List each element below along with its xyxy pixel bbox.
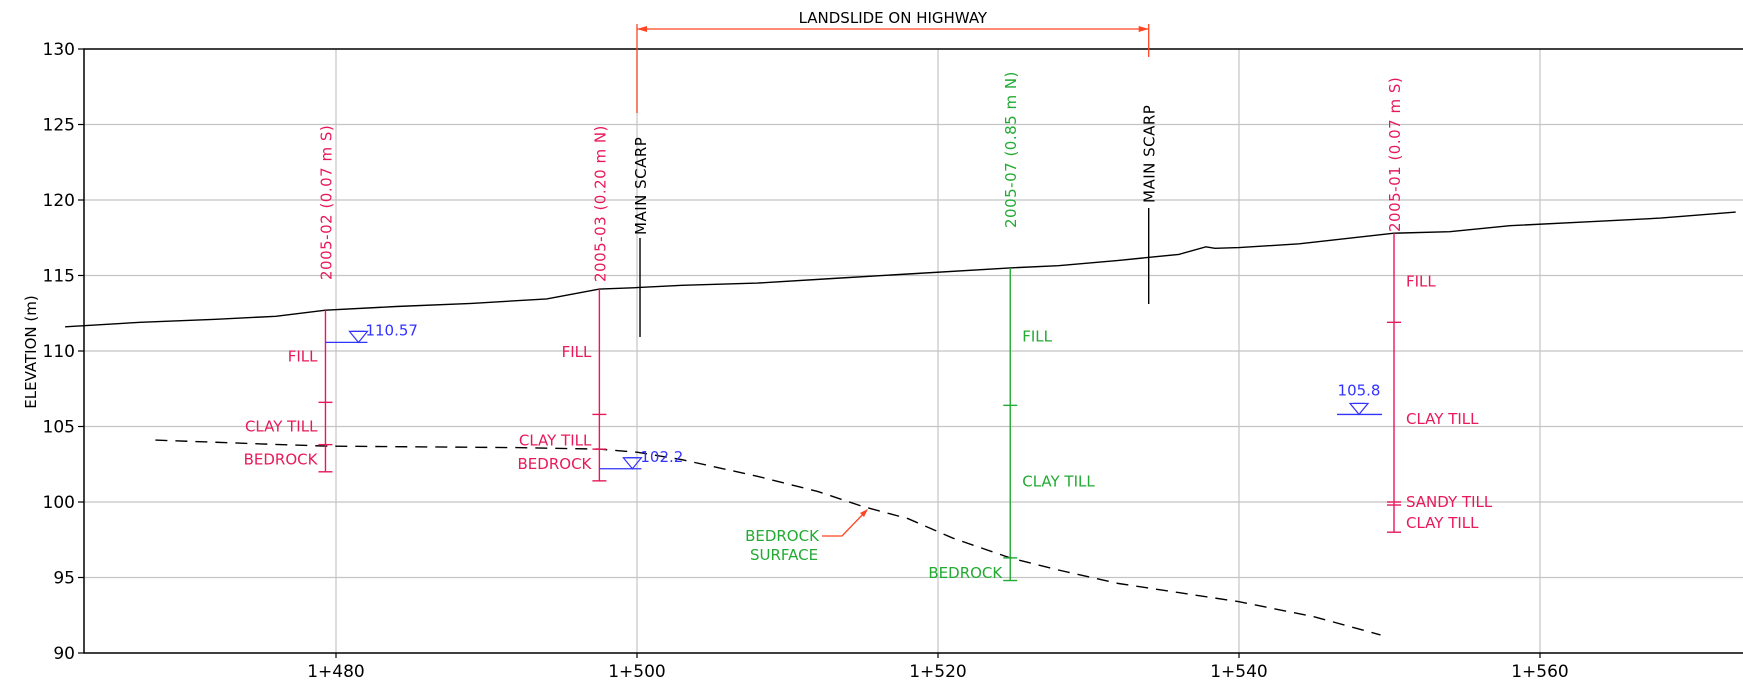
x-tick-label: 1+480	[307, 662, 365, 681]
layer-label: BEDROCK	[244, 451, 319, 469]
y-tick-label: 120	[43, 191, 75, 211]
borehole-2005-07: 2005-07 (0.85 m N) FILL CLAY TILL BEDROCK	[928, 71, 1095, 582]
borehole-2005-02: 2005-02 (0.07 m S) FILL CLAY TILL BEDROCK 11…	[244, 125, 418, 473]
borehole-id: 2005-07 (0.85 m N)	[1002, 71, 1020, 228]
bedrock-surface-callout: BEDROCK SURFACE	[745, 509, 868, 564]
layer-label: CLAY TILL	[1406, 514, 1479, 532]
y-tick-label: 115	[43, 267, 75, 287]
layer-label: CLAY TILL	[1022, 473, 1095, 491]
water-level-marker: 105.8	[1337, 381, 1383, 416]
water-level-value: 102.2	[640, 448, 683, 466]
landslide-label: LANDSLIDE ON HIGHWAY	[799, 9, 988, 27]
borehole-2005-01: 2005-01 (0.07 m S) FILL CLAY TILL SANDY TIL…	[1337, 77, 1493, 533]
y-tick-label: 105	[43, 418, 75, 438]
x-tick-label: 1+560	[1511, 662, 1569, 681]
y-tick-label: 110	[43, 342, 75, 362]
layer-label: FILL	[1406, 273, 1436, 291]
layer-label: CLAY TILL	[519, 431, 592, 449]
x-tick-label: 1+520	[909, 662, 967, 681]
landslide-extent-right-arrow	[1138, 26, 1149, 32]
y-tick-label: 130	[43, 40, 75, 60]
water-level-triangle	[622, 457, 643, 470]
water-level-value: 110.57	[365, 321, 418, 339]
y-tick-label: 90	[53, 644, 75, 664]
layer-label: FILL	[288, 347, 318, 365]
water-level-marker: 102.2	[599, 448, 683, 470]
bedrock-surface-line	[155, 439, 1381, 636]
layer-label: SANDY TILL	[1406, 493, 1493, 511]
landslide-extent: LANDSLIDE ON HIGHWAY	[636, 9, 1150, 113]
main-scarp-label: MAIN SCARP	[632, 137, 650, 235]
layer-label: FILL	[562, 343, 592, 361]
ground-surface-line	[65, 211, 1736, 328]
main-scarps: MAIN SCARP MAIN SCARP	[632, 105, 1159, 337]
bedrock-surface-label-line2: SURFACE	[750, 546, 818, 564]
main-scarp-label: MAIN SCARP	[1141, 105, 1159, 203]
y-tick-label: 95	[53, 569, 75, 589]
bedrock-surface-leader-arrow	[860, 509, 868, 517]
layer-label: CLAY TILL	[1406, 410, 1479, 428]
borehole-id: 2005-02 (0.07 m S)	[317, 125, 335, 280]
layer-label: CLAY TILL	[245, 417, 318, 435]
layer-label: BEDROCK	[518, 455, 593, 473]
x-axis-ticks: 1+480 1+500 1+520 1+540 1+560	[307, 653, 1569, 681]
layer-label: BEDROCK	[928, 564, 1003, 582]
boreholes: 2005-02 (0.07 m S) FILL CLAY TILL BEDROCK 11…	[244, 71, 1493, 582]
water-level-value: 105.8	[1338, 381, 1381, 399]
water-level-marker: 110.57	[325, 321, 418, 344]
water-level-triangle	[1348, 402, 1370, 416]
y-axis-label: ELEVATION (m)	[22, 295, 40, 408]
borehole-2005-03: 2005-03 (0.20 m N) FILL CLAY TILL BEDROCK 10…	[518, 125, 683, 482]
x-tick-label: 1+540	[1210, 662, 1268, 681]
y-axis-ticks: 130 125 120 115 110 105 100 95 90	[43, 40, 84, 664]
grid-lines	[84, 49, 1743, 653]
bedrock-surface-label-line1: BEDROCK	[745, 527, 820, 545]
x-tick-label: 1+500	[608, 662, 666, 681]
layer-label: FILL	[1022, 328, 1052, 346]
borehole-id: 2005-01 (0.07 m S)	[1386, 77, 1404, 232]
borehole-id: 2005-03 (0.20 m N)	[591, 125, 609, 282]
bedrock-surface-leader	[822, 509, 868, 537]
landslide-extent-left-arrow	[637, 26, 647, 32]
y-tick-label: 100	[43, 493, 75, 513]
y-tick-label: 125	[43, 116, 75, 136]
